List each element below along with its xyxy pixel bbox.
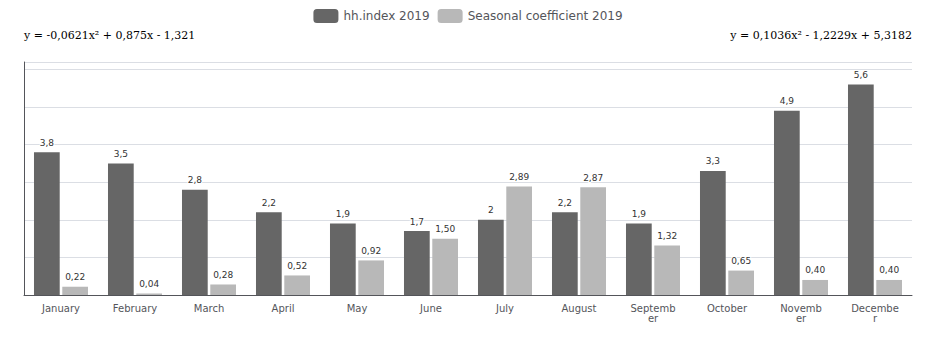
svg-text:0,04: 0,04 — [139, 279, 159, 289]
svg-text:July: July — [495, 303, 514, 314]
svg-text:Septemb: Septemb — [630, 302, 676, 314]
svg-text:April: April — [272, 303, 295, 314]
svg-text:4,9: 4,9 — [780, 96, 795, 106]
svg-text:Novemb: Novemb — [780, 302, 822, 314]
svg-text:2,2: 2,2 — [262, 198, 276, 208]
svg-text:Decembe: Decembe — [851, 302, 899, 314]
svg-text:3,8: 3,8 — [40, 138, 55, 148]
svg-text:January: January — [41, 303, 80, 314]
svg-text:5,6: 5,6 — [854, 70, 869, 80]
svg-text:0,65: 0,65 — [731, 256, 751, 266]
svg-text:1,50: 1,50 — [435, 224, 455, 234]
svg-text:2,87: 2,87 — [583, 173, 603, 183]
svg-text:er: er — [796, 313, 807, 324]
svg-text:3,3: 3,3 — [706, 156, 720, 166]
svg-text:2,2: 2,2 — [558, 198, 572, 208]
svg-text:0,52: 0,52 — [287, 261, 307, 271]
svg-text:0,40: 0,40 — [805, 265, 825, 275]
svg-text:0,22: 0,22 — [65, 272, 85, 282]
svg-text:0,40: 0,40 — [879, 265, 899, 275]
svg-text:1,7: 1,7 — [410, 217, 424, 227]
svg-text:3,5: 3,5 — [114, 149, 128, 159]
svg-text:r: r — [873, 313, 878, 324]
svg-text:May: May — [347, 303, 368, 314]
svg-text:0,92: 0,92 — [361, 246, 381, 256]
svg-text:0,28: 0,28 — [213, 270, 233, 280]
svg-text:1,9: 1,9 — [336, 209, 351, 219]
svg-text:October: October — [707, 303, 748, 314]
svg-text:2: 2 — [488, 205, 494, 215]
svg-text:hh.index 2019: hh.index 2019 — [343, 9, 429, 23]
svg-text:August: August — [562, 303, 597, 314]
svg-text:1,9: 1,9 — [632, 209, 647, 219]
svg-text:2,89: 2,89 — [509, 172, 529, 182]
svg-text:1,32: 1,32 — [657, 231, 677, 241]
svg-text:2,8: 2,8 — [188, 175, 203, 185]
svg-text:February: February — [113, 303, 157, 314]
svg-text:er: er — [648, 313, 659, 324]
svg-text:June: June — [419, 303, 442, 314]
svg-text:Seasonal coefficient 2019: Seasonal coefficient 2019 — [468, 9, 623, 23]
svg-text:March: March — [194, 303, 224, 314]
svg-text:y = -0,0621x² + 0,875x - 1,321: y = -0,0621x² + 0,875x - 1,321 — [23, 29, 195, 42]
svg-text:y = 0,1036x² - 1,2229x + 5,318: y = 0,1036x² - 1,2229x + 5,3182 — [729, 29, 912, 42]
